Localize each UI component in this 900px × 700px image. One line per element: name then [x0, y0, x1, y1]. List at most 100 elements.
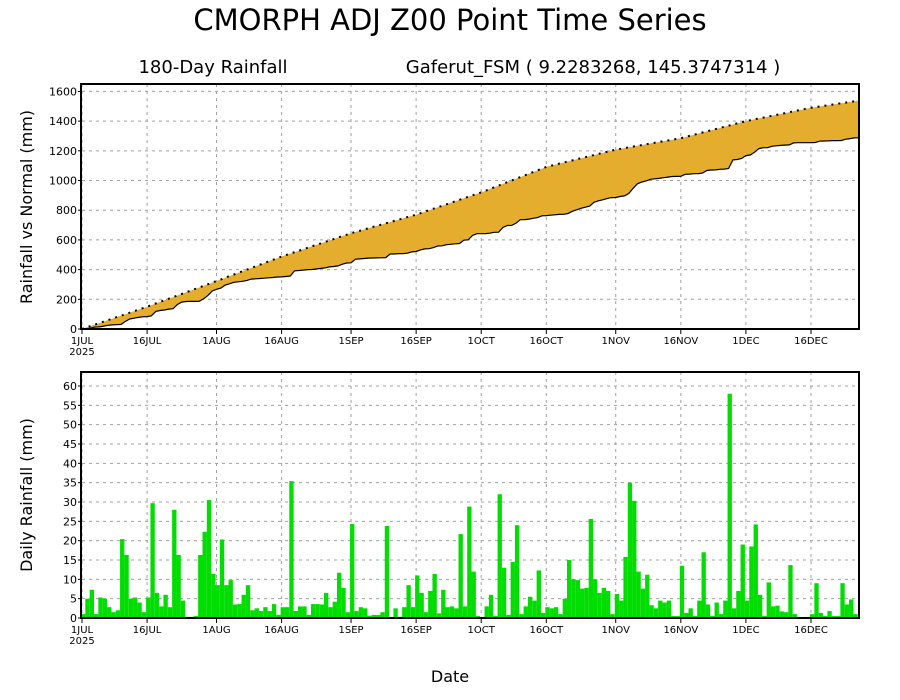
daily-rainfall-bar	[120, 539, 125, 618]
bottom-y-tick-label: 45	[63, 438, 77, 451]
daily-rainfall-bar	[523, 606, 528, 618]
daily-rainfall-bar	[441, 589, 446, 618]
daily-rainfall-bar	[454, 608, 459, 618]
daily-rainfall-bar	[107, 607, 112, 618]
daily-rainfall-bar	[510, 561, 515, 618]
daily-rainfall-bar	[406, 585, 411, 618]
x-axis-label: Date	[431, 667, 469, 686]
daily-rainfall-bar	[81, 614, 86, 618]
daily-rainfall-bar	[449, 606, 455, 618]
daily-rainfall-bar	[640, 588, 646, 618]
daily-rainfall-bar	[527, 596, 533, 618]
daily-rainfall-bar	[788, 565, 793, 618]
daily-rainfall-bar	[462, 606, 468, 618]
bottom-y-tick-label: 30	[63, 496, 77, 509]
bottom-y-tick-label: 20	[63, 535, 77, 548]
daily-rainfall-bar	[779, 611, 784, 618]
daily-rainfall-bar	[731, 608, 737, 618]
daily-rainfall-bar	[740, 544, 745, 618]
subtitle-left: 180-Day Rainfall	[138, 57, 287, 78]
top-y-axis-label: Rainfall vs Normal (mm)	[17, 110, 36, 304]
bottom-y-tick-label: 55	[63, 399, 77, 412]
daily-rainfall-bar	[276, 614, 281, 618]
daily-rainfall-bar	[662, 602, 667, 618]
daily-rainfall-bar	[328, 607, 333, 618]
daily-rainfall-bar	[588, 519, 594, 618]
daily-rainfall-bar	[814, 583, 819, 618]
bottom-x-tick-label: 1SEP	[339, 625, 364, 636]
daily-rainfall-bar	[749, 546, 754, 618]
daily-rainfall-bar	[558, 614, 563, 618]
bottom-y-tick-label: 15	[63, 554, 77, 567]
top-x-tick-label: 16AUG	[264, 336, 299, 347]
daily-rainfall-bar	[445, 607, 450, 618]
normal-cumulative-line	[81, 99, 859, 330]
daily-rainfall-bar	[163, 594, 168, 618]
daily-rainfall-bar	[258, 611, 264, 618]
subtitle-station: Gaferut_FSM ( 9.2283268, 145.3747314 )	[406, 57, 780, 78]
bottom-x-tick-label: 1OCT	[468, 625, 496, 636]
top-x-tick-label: 1NOV	[602, 336, 631, 347]
daily-rainfall-bar	[341, 587, 346, 618]
bottom-x-tick-label: 1DEC	[732, 625, 759, 636]
daily-rainfall-bar	[684, 612, 689, 618]
daily-rainfall-bar	[601, 587, 607, 618]
top-x-tick-label: 16JUL	[133, 336, 162, 347]
daily-rainfall-bar	[159, 606, 164, 618]
daily-rainfall-bar	[172, 509, 177, 618]
daily-rainfall-bar	[211, 573, 216, 618]
daily-rainfall-bar	[501, 567, 507, 618]
daily-rainfall-bar	[128, 598, 134, 618]
daily-rainfall-bar	[206, 500, 212, 618]
daily-rainfall-bar	[415, 575, 420, 618]
daily-rainfall-bar	[436, 613, 442, 618]
daily-rainfall-bar	[688, 608, 693, 618]
daily-rainfall-bar	[423, 612, 429, 618]
bottom-plot-frame	[80, 371, 860, 619]
top-y-tick-label: 600	[56, 234, 77, 247]
deficit-fill-area	[82, 100, 859, 329]
daily-rainfall-bar	[606, 590, 611, 618]
daily-rainfall-bar	[219, 539, 225, 618]
daily-rainfall-bar	[167, 607, 173, 618]
daily-rainfall-bar	[376, 614, 381, 618]
top-x-tick-label: 16DEC	[794, 336, 828, 347]
bottom-x-tick-label: 16DEC	[794, 625, 828, 636]
bottom-y-tick-label: 25	[63, 515, 77, 528]
daily-rainfall-bar	[115, 610, 121, 618]
bottom-x-tick-label: 16OCT	[529, 625, 564, 636]
top-year-label: 2025	[69, 347, 94, 358]
daily-rainfall-bar	[337, 572, 342, 618]
bottom-y-axis-label: Daily Rainfall (mm)	[17, 418, 36, 572]
daily-rainfall-bar	[332, 601, 338, 618]
bottom-year-label: 2025	[69, 636, 94, 647]
daily-rainfall-bar	[228, 580, 233, 618]
daily-rainfall-bar	[350, 524, 355, 618]
daily-rainfall-bar	[245, 585, 251, 618]
bottom-y-tick-label: 5	[70, 593, 77, 606]
daily-rainfall-bar	[198, 554, 203, 618]
daily-rainfall-bar	[263, 607, 268, 618]
daily-rainfall-bar	[744, 600, 750, 618]
daily-rainfall-bar	[467, 506, 472, 618]
daily-rainfall-bar	[666, 600, 672, 618]
daily-rainfall-bar	[697, 600, 702, 618]
daily-rainfall-bar	[636, 571, 641, 618]
daily-rainfall-bar	[575, 580, 581, 618]
daily-rainfall-bar	[553, 607, 559, 618]
daily-rainfall-bar	[488, 594, 494, 618]
daily-rainfall-bar	[506, 614, 511, 618]
daily-rainfall-bar	[484, 606, 489, 618]
daily-rainfall-bar	[202, 531, 207, 618]
daily-rainfall-bar	[310, 604, 316, 618]
actual-cumulative-line	[81, 137, 859, 330]
daily-rainfall-bar	[783, 612, 789, 618]
top-y-tick-label: 0	[70, 323, 77, 336]
daily-rainfall-bar	[679, 565, 685, 618]
daily-rainfall-bar	[571, 579, 576, 618]
daily-rainfall-bar	[133, 597, 138, 618]
bottom-x-tick-label: 1JUL	[71, 625, 94, 636]
top-x-tick-label: 1DEC	[732, 336, 759, 347]
daily-rainfall-bar	[645, 574, 650, 618]
